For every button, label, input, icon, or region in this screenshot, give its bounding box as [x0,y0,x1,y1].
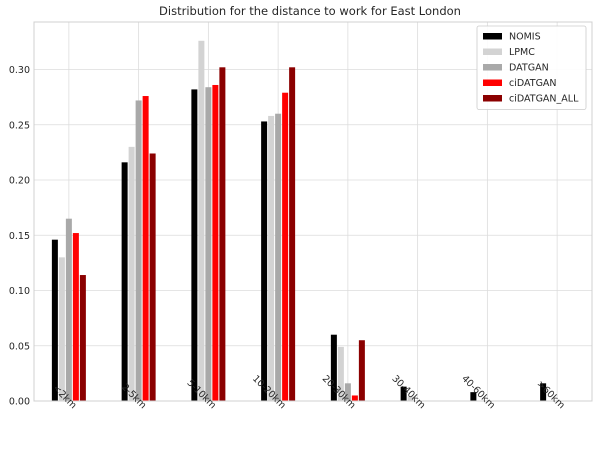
bar-lpmc-5 [407,396,414,401]
bar-nomis-0 [51,239,58,401]
bar-cidatgan-3 [282,92,289,402]
legend-swatch [483,33,502,40]
bar-nomis-3 [261,121,268,401]
bar-cidatgan-all-0 [79,275,86,401]
bar-datgan-1 [135,100,142,401]
y-tick-label: 0.15 [9,231,30,242]
x-tick-label: 40-60km [459,373,497,411]
bar-lpmc-0 [58,257,65,401]
y-tick-label: 0.25 [9,120,30,131]
bar-cidatgan-1 [142,96,149,401]
y-tick-label: 0.20 [9,176,30,187]
legend-swatch [483,95,502,102]
y-tick-label: 0.00 [9,397,30,408]
bar-nomis-1 [121,162,128,401]
chart-title: Distribution for the distance to work fo… [159,4,461,18]
plot-frame [33,21,593,402]
bar-cidatgan-0 [72,233,79,401]
bar-nomis-7 [540,383,547,401]
legend-label: NOMIS [509,32,541,43]
x-tick-label: 30-40km [390,373,428,411]
legend: NOMIS LPMC DATGAN ciDATGAN ciDATGAN_ALL [476,25,587,110]
legend-label: DATGAN [509,63,549,74]
bar-cidatgan-all-3 [289,67,296,401]
y-tick-label: 0.10 [9,286,30,297]
bar-cidatgan-all-2 [219,67,226,401]
bar-cidatgan-all-4 [358,340,365,401]
bar-lpmc-4 [337,346,344,401]
bar-cidatgan-all-1 [149,153,156,401]
y-tick-label: 0.30 [9,65,30,76]
legend-label: ciDATGAN [509,78,557,89]
bar-datgan-4 [344,383,351,401]
bar-cidatgan-2 [212,84,219,401]
bar-nomis-4 [330,334,337,401]
bar-cidatgan-4 [351,395,358,401]
bar-lpmc-1 [128,146,135,401]
bar-datgan-2 [205,87,212,402]
legend-box [476,25,587,110]
bar-datgan-3 [275,113,282,402]
bar-lpmc-3 [268,115,275,402]
legend-label: LPMC [509,47,535,58]
y-tick-label: 0.05 [9,341,30,352]
legend-swatch [483,79,502,86]
legend-swatch [483,48,502,55]
legend-swatch [483,64,502,71]
legend-label: ciDATGAN_ALL [509,94,579,105]
bar-lpmc-2 [198,40,205,402]
x-tick-label: >60km [534,379,566,411]
bar-nomis-6 [470,392,477,401]
bar-nomis-2 [191,89,198,401]
bar-nomis-5 [400,386,407,401]
bar-datgan-0 [65,218,72,401]
